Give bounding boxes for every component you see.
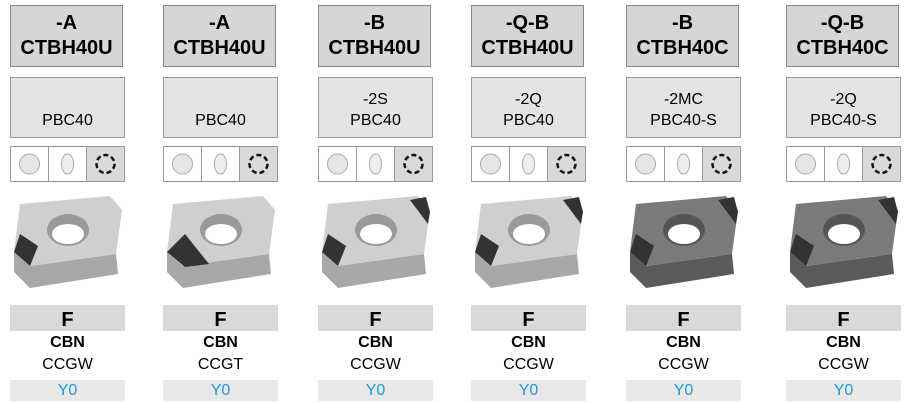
- material: CBN: [50, 334, 85, 351]
- product-column: -A CTBH40U PBC40 F CBN CCGT Y0: [163, 0, 278, 403]
- material: CBN: [203, 334, 238, 351]
- chipbreaker-box: PBC40: [163, 77, 278, 138]
- chipbreaker-line: -2Q: [515, 91, 542, 108]
- insert-drawing: [167, 196, 275, 288]
- product-column: -A CTBH40U PBC40 F CBN CCGW Y0: [10, 0, 125, 403]
- icon-row: [163, 146, 278, 182]
- insert-image: [318, 192, 433, 297]
- insert-image: [626, 192, 741, 297]
- chipbreaker-line: PBC40: [42, 112, 93, 129]
- chipbreaker-line: PBC40: [503, 112, 554, 129]
- chipbreaker-line: PBC40: [350, 112, 401, 129]
- insert-type: CCGW: [350, 356, 401, 373]
- grade: -A: [208, 12, 231, 34]
- holder: CTBH40C: [796, 37, 889, 59]
- header-box: -B CTBH40U: [318, 5, 431, 67]
- insert-image: [10, 192, 125, 297]
- code: Y0: [318, 380, 433, 401]
- holder: CTBH40U: [328, 37, 421, 59]
- material: CBN: [666, 334, 701, 351]
- header-box: -Q-B CTBH40U: [471, 5, 584, 67]
- chipbreaker-line: -2MC: [663, 91, 704, 108]
- holder: CTBH40U: [481, 37, 574, 59]
- insert-drawing: [475, 196, 583, 288]
- class-label: F: [163, 305, 278, 331]
- insert-type: CCGT: [197, 356, 244, 373]
- class-label: F: [10, 305, 125, 331]
- code: Y0: [163, 380, 278, 401]
- code: Y0: [786, 380, 901, 401]
- insert-drawing: [14, 196, 122, 288]
- holder: CTBH40U: [173, 37, 266, 59]
- chipbreaker-line: PBC40-S: [810, 112, 877, 129]
- icons: [318, 146, 433, 182]
- chipbreaker-line: -2S: [363, 91, 388, 108]
- chipbreaker-line: -2Q: [830, 91, 857, 108]
- insert-type: CCGW: [42, 356, 93, 373]
- code: Y0: [626, 380, 741, 401]
- product-column: -B CTBH40C -2MC PBC40-S F CBN CCGW Y0: [626, 0, 741, 403]
- product-column: -Q-B CTBH40C -2Q PBC40-S F CBN CCGW Y0: [786, 0, 901, 403]
- insert-type: CCGW: [818, 356, 869, 373]
- grade: -Q-B: [505, 12, 550, 34]
- insert-type: CCGW: [658, 356, 709, 373]
- icons: [786, 146, 901, 182]
- chipbreaker-box: -2Q PBC40-S: [786, 77, 901, 138]
- icon-row: [471, 146, 586, 182]
- insert-drawing: [322, 196, 430, 288]
- icon-row: [786, 146, 901, 182]
- chipbreaker-line: PBC40: [195, 112, 246, 129]
- icons: [10, 146, 125, 182]
- insert-type: CCGW: [503, 356, 554, 373]
- product-column: -Q-B CTBH40U -2Q PBC40 F CBN CCGW Y0: [471, 0, 586, 403]
- code: Y0: [10, 380, 125, 401]
- grade: -Q-B: [820, 12, 865, 34]
- header-box: -B CTBH40C: [626, 5, 739, 67]
- material: CBN: [358, 334, 393, 351]
- chipbreaker-box: -2S PBC40: [318, 77, 433, 138]
- chipbreaker-box: -2Q PBC40: [471, 77, 586, 138]
- product-column: -B CTBH40U -2S PBC40 F CBN CCGW Y0: [318, 0, 433, 403]
- chipbreaker-box: -2MC PBC40-S: [626, 77, 741, 138]
- class-label: F: [471, 305, 586, 331]
- grade: -A: [55, 12, 78, 34]
- insert-drawing: [630, 196, 738, 288]
- code: Y0: [471, 380, 586, 401]
- material: CBN: [826, 334, 861, 351]
- material: CBN: [511, 334, 546, 351]
- icons: [471, 146, 586, 182]
- header-box: -A CTBH40U: [10, 5, 123, 67]
- insert-drawing: [790, 196, 898, 288]
- icon-row: [626, 146, 741, 182]
- icon-row: [10, 146, 125, 182]
- holder: CTBH40U: [20, 37, 113, 59]
- icons: [163, 146, 278, 182]
- grade: -B: [363, 12, 386, 34]
- icon-row: [318, 146, 433, 182]
- class-label: F: [318, 305, 433, 331]
- grade: -B: [671, 12, 694, 34]
- chipbreaker-box: PBC40: [10, 77, 125, 138]
- class-label: F: [786, 305, 901, 331]
- insert-image: [471, 192, 586, 297]
- header-box: -Q-B CTBH40C: [786, 5, 899, 67]
- insert-image: [786, 192, 901, 297]
- icons: [626, 146, 741, 182]
- class-label: F: [626, 305, 741, 331]
- insert-image: [163, 192, 278, 297]
- chipbreaker-line: PBC40-S: [650, 112, 717, 129]
- header-box: -A CTBH40U: [163, 5, 276, 67]
- holder: CTBH40C: [636, 37, 729, 59]
